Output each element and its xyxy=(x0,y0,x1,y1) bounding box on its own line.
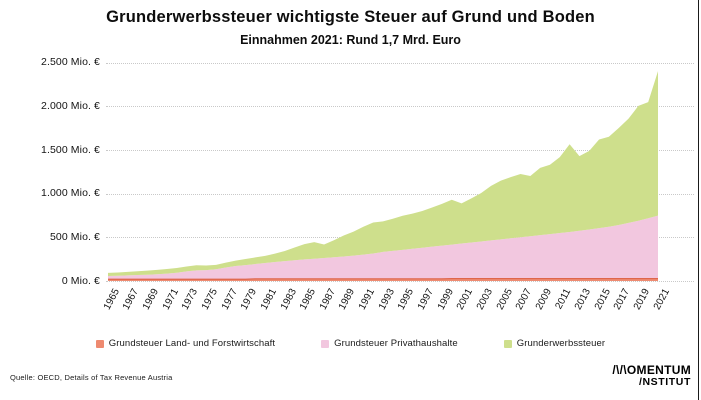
legend-item-grundsteuer-landforst: Grundsteuer Land- und Forstwirtschaft xyxy=(95,338,276,349)
x-axis-tick-label: 2019 xyxy=(631,287,653,312)
source-note: Quelle: OECD, Details of Tax Revenue Aus… xyxy=(10,373,173,382)
grundsteuer-landforst-top-edge xyxy=(108,277,658,280)
area-series-3 xyxy=(108,71,658,277)
legend-swatch-grunderwerbssteuer xyxy=(503,339,512,348)
x-axis-tick-label: 1975 xyxy=(199,287,220,312)
page-subtitle: Einnahmen 2021: Rund 1,7 Mrd. Euro xyxy=(240,33,461,47)
x-axis-tick-label: 1987 xyxy=(317,287,338,312)
legend-item-grundsteuer-privat: Grundsteuer Privathaushalte xyxy=(321,338,458,349)
x-axis-tick-label: 2013 xyxy=(572,287,594,312)
x-axis-tick-label: 2015 xyxy=(592,287,613,312)
x-axis-tick-label: 2003 xyxy=(474,287,495,312)
x-axis-tick-label: 1965 xyxy=(101,287,122,312)
y-axis-tick-label: 500 Mio. € xyxy=(49,230,100,243)
logo-line1: /\/\OMENTUM xyxy=(612,363,691,377)
x-axis-tick-label: 1985 xyxy=(297,287,319,312)
x-axis-tick-label: 1969 xyxy=(140,287,162,312)
legend-swatch-grundsteuer-landforst xyxy=(95,339,104,348)
logo-line2: /NSTITUT xyxy=(638,375,691,388)
x-axis-tick-label: 1973 xyxy=(180,287,201,312)
x-axis-tick-label: 2021 xyxy=(651,287,672,312)
area-series-1 xyxy=(108,278,658,281)
x-axis-tick-label: 1991 xyxy=(356,287,378,312)
x-axis-tick-label: 2001 xyxy=(455,287,476,312)
y-axis-tick-label: 1.000 Mio. € xyxy=(41,187,100,200)
x-axis-tick-label: 1979 xyxy=(239,287,260,312)
legend-swatch-grundsteuer-privat xyxy=(321,339,330,348)
legend-label: Grundsteuer Privathaushalte xyxy=(334,338,458,349)
area-series-2 xyxy=(108,215,658,280)
y-axis-tick-label: 2.500 Mio. € xyxy=(41,56,100,69)
x-axis-tick-label: 1997 xyxy=(415,287,437,312)
x-axis-tick-label: 1993 xyxy=(376,287,397,312)
legend-item-grunderwerbssteuer: Grunderwerbssteuer xyxy=(503,338,606,349)
x-axis-tick-label: 1999 xyxy=(435,287,456,312)
x-axis-tick-label: 1989 xyxy=(337,287,358,312)
gridline-0 xyxy=(106,281,694,282)
page-title: Grunderwerbssteuer wichtigste Steuer auf… xyxy=(106,8,595,26)
x-axis-tick-label: 1977 xyxy=(219,287,240,312)
x-axis-tick-label: 2009 xyxy=(533,287,554,312)
x-axis-tick-label: 1971 xyxy=(160,287,181,312)
momentum-institut-logo: /\/\OMENTUM /NSTITUT xyxy=(612,364,691,388)
x-axis-tick-label: 1981 xyxy=(258,287,279,312)
x-axis-tick-label: 2005 xyxy=(494,287,515,312)
gridline-1000 xyxy=(106,193,694,195)
y-axis-tick-label: 0 Mio. € xyxy=(61,274,100,287)
gridline-2500 xyxy=(106,62,694,64)
x-axis-tick-label: 1983 xyxy=(278,287,299,312)
x-axis-tick-label: 1967 xyxy=(121,287,142,312)
gridline-1500 xyxy=(106,150,694,151)
y-axis-tick-label: 1.500 Mio. € xyxy=(41,143,100,156)
screenshot-right-border xyxy=(697,0,699,400)
legend-label: Grundsteuer Land- und Forstwirtschaft xyxy=(108,338,276,349)
chart-legend: Grundsteuer Land- und Forstwirtschaft Gr… xyxy=(0,338,701,349)
legend-label: Grunderwerbssteuer xyxy=(516,338,606,349)
gridline-2000 xyxy=(106,106,694,108)
y-axis-tick-label: 2.000 Mio. € xyxy=(41,99,100,112)
x-axis-tick-label: 2017 xyxy=(612,287,633,312)
stacked-area-svg xyxy=(108,71,658,281)
x-axis-tick-label: 1995 xyxy=(396,287,417,312)
x-axis-tick-label: 2011 xyxy=(553,287,574,312)
x-axis-tick-label: 2007 xyxy=(514,287,535,312)
